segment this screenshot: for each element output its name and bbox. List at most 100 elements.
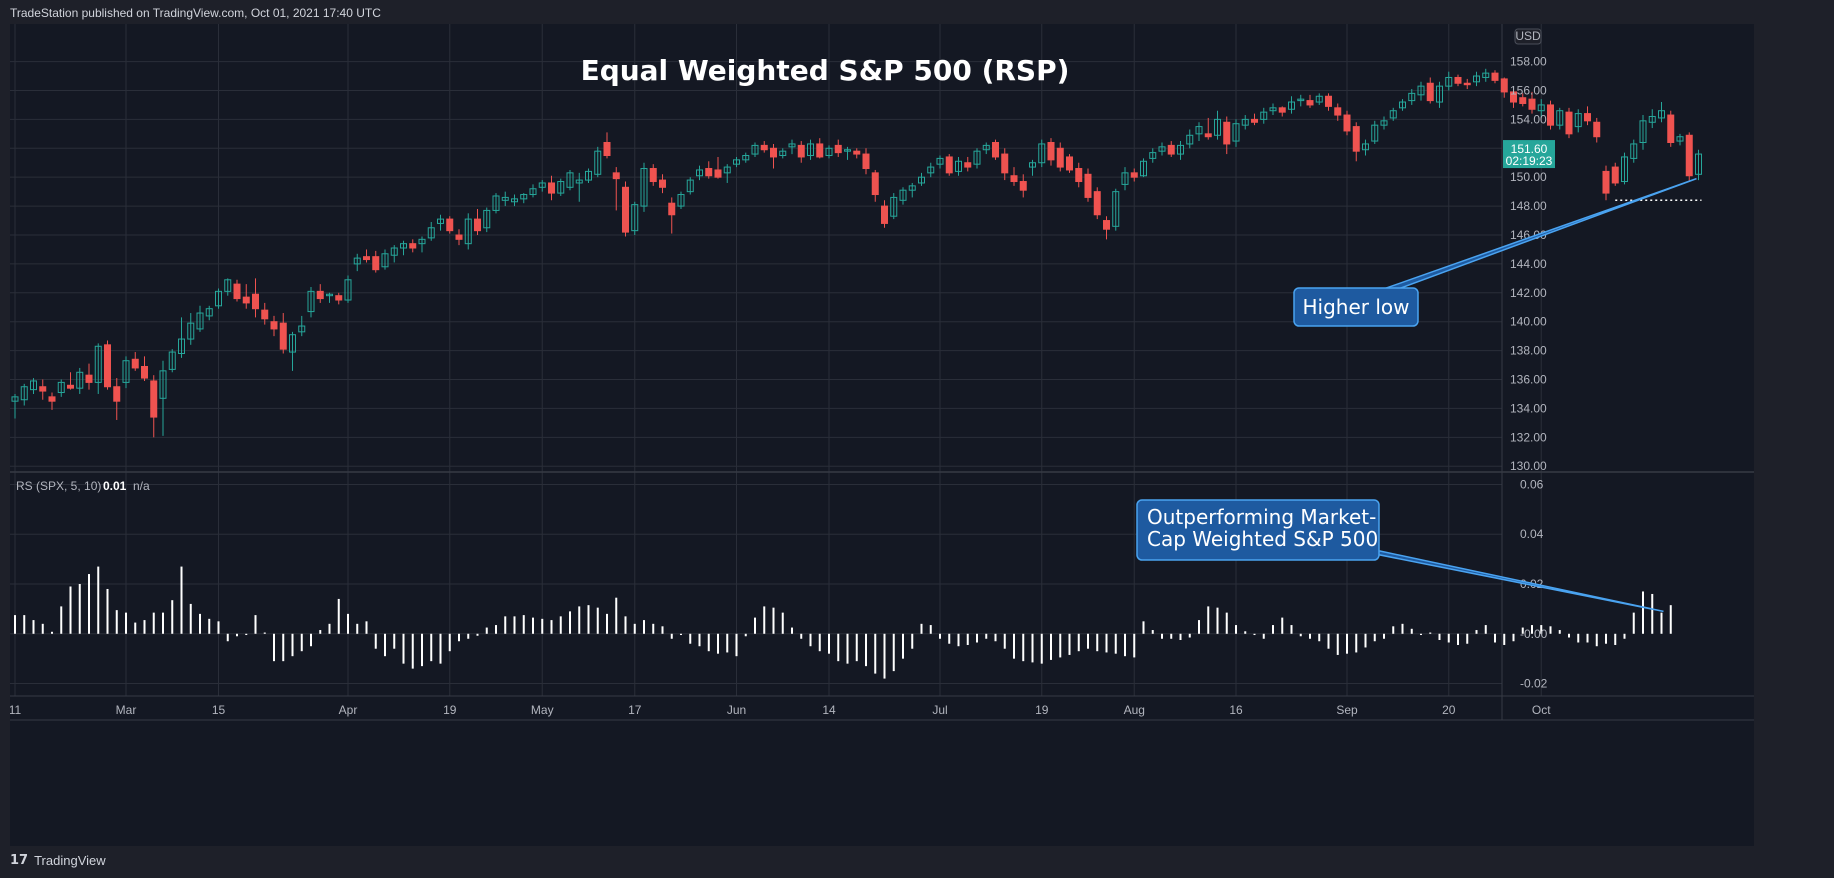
- candle: [224, 278, 232, 296]
- candle: [1556, 107, 1564, 130]
- candle: [945, 154, 953, 176]
- time-tick-label: 16: [1229, 703, 1243, 717]
- footer-brand[interactable]: TradingView: [34, 852, 106, 868]
- candle: [1380, 116, 1388, 130]
- rs-bar: [217, 621, 220, 634]
- candle: [48, 392, 56, 410]
- candle-body: [686, 179, 694, 193]
- time-tick-label: May: [531, 703, 554, 717]
- candle: [30, 378, 37, 394]
- candle-body: [1278, 107, 1286, 113]
- candle-body: [834, 144, 842, 154]
- candle-body: [1685, 134, 1693, 177]
- candle: [261, 302, 269, 325]
- time-tick-label: 15: [212, 703, 226, 717]
- candle-body: [529, 188, 537, 196]
- rs-bar: [717, 633, 719, 654]
- candle-body: [1306, 100, 1314, 106]
- rs-bar: [1586, 633, 1589, 643]
- rs-bar: [1262, 633, 1265, 639]
- candle: [1463, 78, 1471, 90]
- rs-bar: [504, 616, 507, 634]
- candle-body: [474, 218, 481, 232]
- rs-bar: [1244, 631, 1247, 634]
- candle-body: [1149, 152, 1157, 159]
- candle-body: [270, 321, 278, 330]
- candle-body: [437, 218, 444, 224]
- rs-bar: [680, 633, 682, 636]
- time-tick-label: 19: [1035, 703, 1049, 717]
- rs-bar: [1013, 633, 1015, 659]
- rs-bar: [1059, 633, 1062, 658]
- rs-bar: [1355, 633, 1358, 653]
- rs-bar: [1179, 633, 1182, 640]
- candle-body: [945, 156, 953, 174]
- candle-body: [1500, 78, 1508, 93]
- candle-body: [1029, 162, 1036, 168]
- chart-title: Equal Weighted S&P 500 (RSP): [581, 54, 1070, 87]
- candle-body: [1084, 173, 1092, 198]
- candle: [187, 313, 195, 345]
- candle: [168, 349, 176, 373]
- candle: [622, 181, 629, 237]
- rs-bar: [828, 633, 830, 654]
- candle: [363, 249, 370, 263]
- candle: [344, 275, 352, 303]
- candle-body: [242, 296, 250, 304]
- price-tick-label: 154.00: [1510, 112, 1547, 126]
- candle-body: [20, 386, 28, 401]
- candle-body: [918, 176, 925, 184]
- candle: [1269, 103, 1277, 116]
- candle: [1306, 94, 1314, 108]
- candle-body: [76, 371, 84, 389]
- chart-frame[interactable]: Equal Weighted S&P 500 (RSP) RS (SPX, 5,…: [10, 24, 1754, 846]
- candle-body: [307, 290, 315, 313]
- candle: [67, 372, 74, 390]
- candle: [862, 148, 870, 175]
- candle: [335, 292, 343, 305]
- chart-svg[interactable]: Equal Weighted S&P 500 (RSP) RS (SPX, 5,…: [10, 24, 1754, 846]
- candle: [427, 221, 435, 241]
- rs-bar: [1346, 633, 1348, 654]
- indicator-tick-label: 0.04: [1520, 527, 1544, 541]
- candle: [1214, 110, 1221, 140]
- rs-bar: [735, 633, 738, 657]
- rs-bar: [754, 617, 756, 634]
- candle: [113, 378, 121, 420]
- candle: [131, 352, 139, 371]
- rs-bar: [522, 615, 525, 634]
- rs-bar: [1401, 623, 1404, 634]
- candle-body: [1241, 118, 1249, 126]
- rs-bar: [1373, 633, 1376, 642]
- candle-body: [964, 162, 972, 168]
- rs-bar: [578, 606, 581, 634]
- rs-bar: [541, 618, 544, 634]
- candle-body: [1167, 144, 1175, 155]
- rs-bar: [1540, 625, 1543, 634]
- price-tick-label: 140.00: [1510, 315, 1547, 329]
- candle-body: [733, 159, 740, 165]
- candle: [1574, 109, 1582, 133]
- candle-body: [1130, 172, 1138, 178]
- grid-lines: [10, 24, 1754, 846]
- rs-bar: [513, 616, 516, 634]
- candle: [834, 139, 842, 157]
- candle: [1528, 91, 1536, 114]
- rs-bar: [476, 633, 479, 636]
- rs-bar: [1161, 633, 1163, 639]
- candle-body: [548, 182, 555, 194]
- rs-bar: [1216, 607, 1219, 634]
- indicator-group: RS (SPX, 5, 10) 0.01 n/a: [14, 479, 1672, 679]
- price-tick-label: 150.00: [1510, 170, 1547, 184]
- candle: [918, 172, 925, 186]
- candle: [104, 340, 111, 390]
- rs-bar: [1198, 620, 1200, 634]
- candle-body: [113, 386, 121, 402]
- candle-body: [871, 172, 879, 196]
- rs-bar: [319, 630, 322, 634]
- rs-bar: [1290, 625, 1293, 634]
- candle-body: [640, 168, 648, 207]
- indicator-axis: 0.060.040.02-0.00-0.02: [1520, 477, 1548, 690]
- candle: [594, 146, 602, 178]
- tradingview-logo-icon[interactable]: 𝟭𝟳: [10, 852, 29, 867]
